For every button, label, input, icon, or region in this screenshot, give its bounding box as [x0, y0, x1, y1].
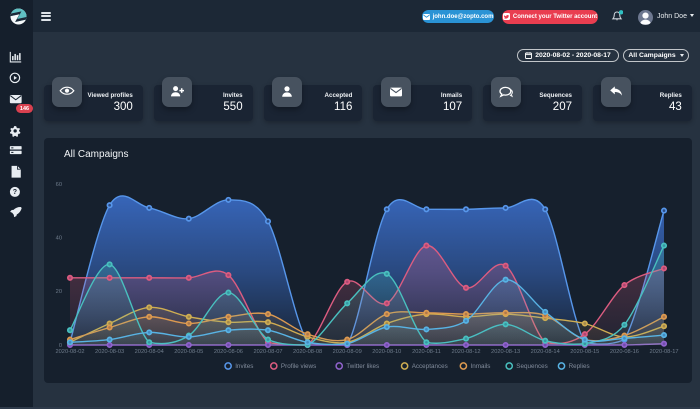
svg-text:?: ?	[13, 189, 17, 196]
svg-text:Twitter likes: Twitter likes	[346, 363, 379, 370]
svg-text:2020-08-04: 2020-08-04	[135, 349, 164, 355]
svg-text:2020-08-15: 2020-08-15	[570, 349, 599, 355]
svg-text:60: 60	[56, 182, 62, 188]
svg-text:2020-08-10: 2020-08-10	[372, 349, 401, 355]
svg-text:20: 20	[56, 289, 62, 295]
svg-text:0: 0	[59, 343, 62, 349]
svg-text:2020-08-09: 2020-08-09	[333, 349, 362, 355]
svg-text:Replies: Replies	[569, 363, 590, 370]
svg-text:2020-08-05: 2020-08-05	[174, 349, 203, 355]
svg-text:2020-08-02: 2020-08-02	[55, 349, 84, 355]
svg-text:2020-08-07: 2020-08-07	[253, 349, 282, 355]
svg-text:2020-08-12: 2020-08-12	[451, 349, 480, 355]
svg-text:40: 40	[56, 236, 62, 242]
svg-text:2020-08-14: 2020-08-14	[531, 349, 560, 355]
svg-text:2020-08-11: 2020-08-11	[412, 349, 441, 355]
svg-text:2020-08-16: 2020-08-16	[610, 349, 639, 355]
svg-text:2020-08-17: 2020-08-17	[649, 349, 678, 355]
svg-text:Invites: Invites	[235, 363, 253, 370]
svg-text:2020-08-03: 2020-08-03	[95, 349, 124, 355]
svg-text:2020-08-06: 2020-08-06	[214, 349, 243, 355]
svg-text:2020-08-13: 2020-08-13	[491, 349, 520, 355]
svg-text:Inmails: Inmails	[471, 363, 491, 370]
svg-text:Profile views: Profile views	[281, 363, 316, 370]
svg-text:Sequences: Sequences	[516, 363, 548, 370]
svg-text:Acceptances: Acceptances	[412, 363, 448, 370]
svg-text:2020-08-08: 2020-08-08	[293, 349, 322, 355]
